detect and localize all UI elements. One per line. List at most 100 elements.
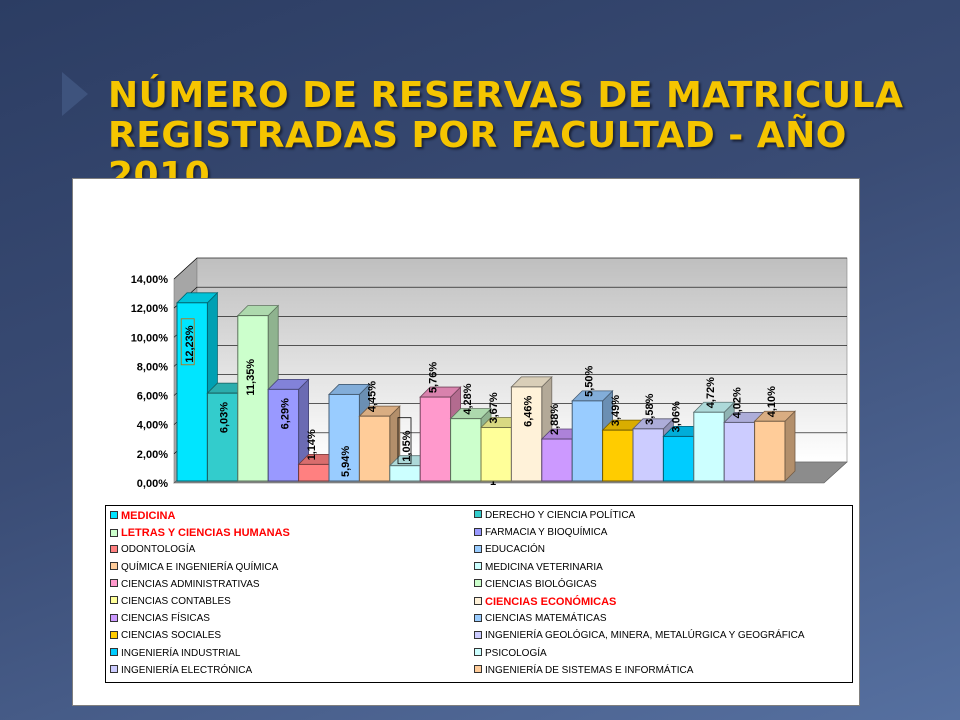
data-label: 4,28% — [462, 383, 474, 414]
data-label: 3,58% — [644, 393, 656, 424]
legend-swatch — [110, 613, 118, 622]
data-label-group: 6,46% — [523, 395, 535, 426]
bar — [358, 415, 391, 482]
bar — [176, 302, 208, 482]
legend-label: CIENCIAS MATEMÁTICAS — [485, 613, 607, 625]
y-tick-label: 6,00% — [137, 391, 168, 403]
data-label: 4,02% — [731, 387, 743, 418]
legend-item: INGENIERÍA INDUSTRIAL — [110, 646, 240, 662]
data-label-group: 2,88% — [549, 404, 561, 435]
y-tick-label: 8,00% — [137, 361, 168, 373]
bar-side — [784, 410, 796, 482]
slide-title: NÚMERO DE RESERVAS DE MATRICULA REGISTRA… — [108, 76, 928, 196]
data-label-group: 4,28% — [462, 383, 474, 414]
legend-label: ODONTOLOGÍA — [121, 544, 196, 556]
title-line-2: REGISTRADAS POR FACULTAD - AÑO 2010 — [108, 115, 847, 196]
y-tick-label: 12,00% — [131, 303, 169, 315]
data-label-group: 3,49% — [610, 395, 622, 426]
legend-item: ODONTOLOGÍA — [110, 542, 195, 558]
bar — [602, 429, 634, 482]
slide-bullet-arrow-icon — [62, 72, 88, 116]
x-category-label: 1 — [490, 476, 496, 488]
data-label-group: 4,02% — [731, 387, 743, 418]
bar — [480, 427, 512, 482]
bar — [237, 315, 269, 482]
data-label: 3,49% — [610, 395, 622, 426]
bar — [450, 418, 482, 482]
bar-chart: 0,00%2,00%4,00%6,00%8,00%10,00%12,00%14,… — [131, 257, 848, 490]
data-label: 2,88% — [549, 404, 561, 435]
legend-item: DERECHO Y CIENCIA POLÍTICA — [474, 508, 635, 524]
bar — [510, 386, 543, 482]
legend-item: MEDICINA VETERINARIA — [474, 560, 603, 576]
legend-item: INGENIERÍA DE SISTEMAS E INFORMÁTICA — [474, 663, 693, 679]
bar — [328, 393, 360, 482]
bar — [298, 463, 330, 482]
legend-item: QUÍMICA E INGENIERÍA QUÍMICA — [110, 560, 278, 576]
data-label: 1,14% — [306, 429, 318, 460]
legend-item: PSICOLOGÍA — [474, 646, 547, 662]
data-label-group: 3,06% — [671, 401, 683, 432]
data-label-group: 1,14% — [306, 429, 318, 460]
legend-label: MEDICINA VETERINARIA — [485, 561, 603, 573]
data-label-box — [397, 417, 412, 465]
y-tick-label: 2,00% — [137, 449, 168, 461]
legend-label: DERECHO Y CIENCIA POLÍTICA — [485, 510, 636, 521]
legend-label: CIENCIAS ADMINISTRATIVAS — [121, 578, 260, 590]
legend-swatch — [110, 579, 118, 588]
y-tick-label: 14,00% — [131, 274, 169, 286]
chart-panel: 0,00% 2,00% 4,00% 6,00% 8,00% 10,00% 12,00% 14,… — [72, 178, 860, 706]
data-label-box — [180, 318, 195, 366]
legend-label: INGENIERÍA DE SISTEMAS E INFORMÁTICA — [485, 664, 694, 676]
legend-item: MEDICINA — [110, 508, 175, 524]
data-label-group: 11,35% — [245, 359, 257, 396]
legend-swatch — [474, 510, 482, 519]
bar — [267, 388, 300, 482]
data-label: 12,23% — [184, 325, 196, 363]
legend-item: CIENCIAS BIOLÓGICAS — [474, 577, 597, 593]
legend-item: INGENIERÍA GEOLÓGICA, MINERA, METALÚRGIC… — [474, 628, 805, 644]
legend-swatch — [110, 596, 118, 605]
legend-label: CIENCIAS BIOLÓGICAS — [485, 578, 597, 590]
legend-swatch — [474, 544, 482, 553]
data-label: 11,35% — [245, 359, 257, 396]
legend-item: CIENCIAS SOCIALES — [110, 628, 221, 644]
legend-item: EDUCACIÓN — [474, 542, 545, 558]
data-label-group: 4,72% — [705, 377, 717, 408]
bar — [723, 421, 756, 482]
data-label: 3,67% — [488, 392, 500, 423]
data-label: 1,05% — [401, 430, 413, 461]
legend-swatch — [110, 630, 118, 639]
y-tick-label: 10,00% — [131, 332, 169, 344]
legend-item: CIENCIAS FÍSICAS — [110, 611, 210, 627]
legend-swatch — [110, 544, 118, 553]
bar — [632, 428, 664, 482]
data-label-group: 4,45% — [367, 381, 379, 412]
legend-swatch — [474, 579, 482, 588]
legend-label: INGENIERÍA INDUSTRIAL — [121, 647, 241, 659]
data-label-group: 3,67% — [488, 392, 500, 423]
data-label-group: 6,29% — [279, 398, 291, 429]
bar — [754, 420, 786, 482]
data-label: 4,72% — [705, 377, 717, 408]
data-label-group: 4,10% — [766, 386, 778, 417]
data-label: 3,06% — [671, 401, 683, 432]
legend-swatch — [110, 665, 118, 674]
bar — [541, 438, 573, 482]
legend-label: CIENCIAS CONTABLES — [121, 596, 231, 607]
legend-label: CIENCIAS FÍSICAS — [121, 613, 210, 625]
legend-label: INGENIERÍA ELECTRÓNICA — [121, 664, 253, 676]
bar — [389, 465, 421, 482]
legend-label: LETRAS Y CIENCIAS HUMANAS — [121, 527, 290, 540]
legend-swatch — [474, 665, 482, 674]
data-label-group: 3,58% — [644, 393, 656, 424]
y-tick-label: 0,00% — [137, 478, 168, 490]
data-label-group: 5,50% — [583, 365, 595, 396]
legend-label: PSICOLOGÍA — [485, 647, 547, 659]
bar — [693, 411, 725, 482]
legend-swatch — [474, 647, 482, 656]
legend-swatch — [110, 511, 118, 520]
legend-swatch — [474, 527, 482, 536]
legend-swatch — [474, 630, 482, 639]
data-label: 5,94% — [340, 446, 352, 477]
